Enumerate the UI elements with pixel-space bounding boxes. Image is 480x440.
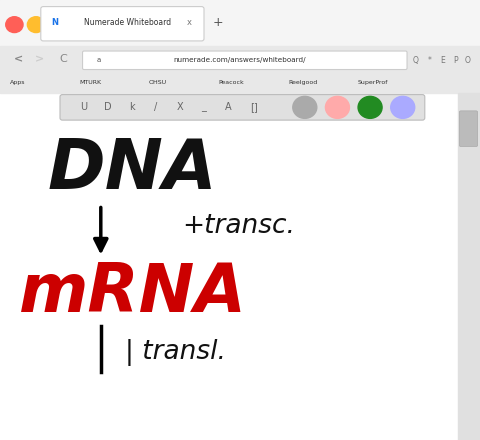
Text: E: E (440, 56, 445, 65)
Text: mRNA: mRNA (19, 260, 247, 326)
Text: numerade.com/answers/whiteboard/: numerade.com/answers/whiteboard/ (174, 57, 306, 63)
Text: SuperProf: SuperProf (358, 80, 388, 85)
Text: X: X (177, 103, 183, 112)
Text: C: C (60, 54, 67, 64)
Circle shape (358, 96, 382, 118)
FancyBboxPatch shape (459, 111, 478, 147)
Text: Apps: Apps (10, 80, 25, 85)
Circle shape (27, 17, 45, 33)
Text: U: U (81, 103, 87, 112)
Text: a: a (96, 57, 100, 63)
Text: k: k (129, 103, 135, 112)
Text: >: > (35, 54, 44, 64)
Text: N: N (52, 18, 59, 27)
FancyBboxPatch shape (41, 7, 204, 41)
Text: Reelgood: Reelgood (288, 80, 317, 85)
Circle shape (325, 96, 349, 118)
FancyBboxPatch shape (83, 51, 407, 70)
Text: DNA: DNA (48, 136, 217, 203)
Text: /: / (155, 103, 157, 112)
Text: A: A (225, 103, 231, 112)
Bar (0, 93, 458, 440)
FancyBboxPatch shape (60, 95, 425, 120)
Text: x: x (187, 18, 192, 27)
Circle shape (49, 17, 66, 33)
Text: P: P (454, 56, 458, 65)
Circle shape (6, 17, 23, 33)
Bar (0, 72, 480, 93)
Text: *: * (428, 56, 432, 65)
Text: Q: Q (412, 56, 418, 65)
Text: +transc.: +transc. (182, 213, 295, 239)
Text: O: O (465, 56, 471, 65)
Bar (458, 93, 480, 440)
Text: []: [] (251, 103, 258, 112)
Text: Numerade Whiteboard: Numerade Whiteboard (84, 18, 171, 27)
Text: +: + (213, 16, 224, 29)
Text: _: _ (202, 103, 206, 112)
Text: MTURK: MTURK (79, 80, 101, 85)
Text: <: < (13, 54, 23, 64)
Text: D: D (104, 103, 112, 112)
Circle shape (293, 96, 317, 118)
Text: Peacock: Peacock (218, 80, 244, 85)
Text: | transl.: | transl. (125, 338, 226, 366)
Bar (0, 46, 480, 72)
Text: OHSU: OHSU (149, 80, 167, 85)
Circle shape (391, 96, 415, 118)
Bar (0, 0, 480, 46)
